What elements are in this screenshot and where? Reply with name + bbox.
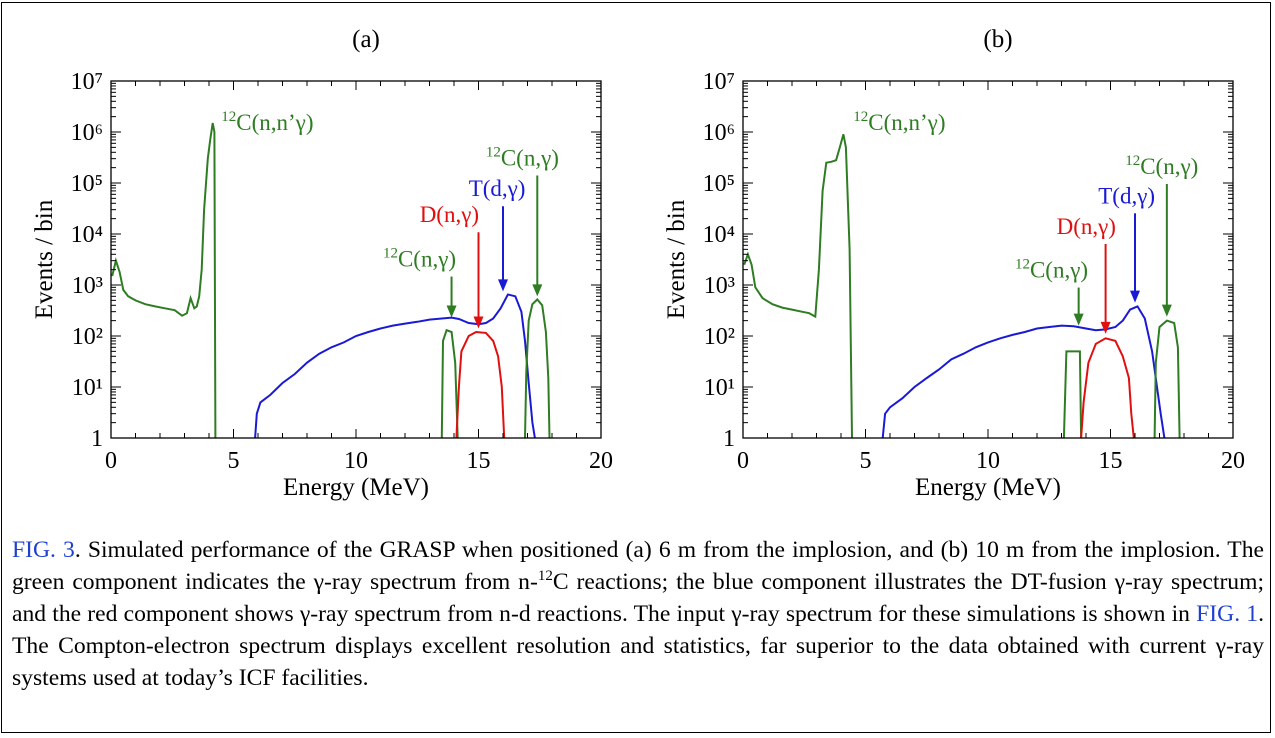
chart-a-y-tick-label: 10¹ — [72, 375, 103, 401]
chart-a-annotation-5-arrow-head — [532, 284, 543, 297]
figure-caption: FIG. 3. Simulated performance of the GRA… — [12, 534, 1264, 694]
chart-a-annotation-2: 12C(n,γ) — [383, 246, 456, 272]
chart-b-series-4-red — [1080, 337, 1135, 439]
chart-a-annotation-5: 12C(n,γ) — [486, 145, 559, 171]
chart-b-x-tick-label: 0 — [737, 448, 749, 474]
caption-text-2: C reactions; the blue component illustra… — [12, 569, 1265, 627]
chart-a-annotation-4-arrow-head — [498, 279, 508, 292]
chart-b-annotation-3-arrow-head — [1100, 321, 1111, 334]
chart-b-annotation-3: D(n,γ) — [1057, 214, 1116, 239]
chart-b-annotation-1-text: C(n,n’γ) — [868, 110, 945, 135]
chart-b-annotation-2-arrow-head — [1073, 313, 1084, 326]
chart-a-annotation-3: D(n,γ) — [420, 202, 479, 227]
chart-b-annotation-5: 12C(n,γ) — [1125, 153, 1198, 179]
chart-a-series-3-green — [440, 328, 459, 439]
chart-a-annotation-2-text: C(n,γ) — [398, 247, 456, 272]
chart-a-series-5-green — [524, 298, 551, 439]
chart-b-annotation-5-arrow-head — [1161, 304, 1172, 317]
chart-a-annotation-5-sup: 12 — [486, 145, 501, 161]
chart-a-x-tick-label: 0 — [105, 448, 117, 474]
chart-b-y-tick-label: 10⁵ — [703, 171, 735, 197]
chart-b-annotation-5-text: C(n,γ) — [1140, 154, 1198, 179]
chart-b-x-tick-label: 10 — [976, 448, 1000, 474]
chart-a-annotation-4: T(d,γ) — [469, 176, 526, 201]
chart-a-series-1-green — [111, 122, 217, 439]
chart-b-series-5-green — [1153, 319, 1181, 439]
chart-b-annotation-2: 12C(n,γ) — [1015, 257, 1088, 283]
chart-a-annotation-1: 12C(n,n’γ) — [221, 109, 313, 135]
chart-a-annotation-5-text: C(n,γ) — [501, 146, 559, 171]
chart-a-annotation-1-sup: 12 — [221, 109, 236, 125]
chart-b-annotation-2-sup: 12 — [1015, 257, 1030, 273]
chart-a-y-tick-label: 10⁴ — [71, 222, 103, 248]
chart-b-title: (b) — [983, 26, 1012, 53]
chart-a-y-tick-label: 10⁵ — [71, 171, 103, 197]
chart-b-y-tick-label: 10⁶ — [703, 120, 735, 146]
chart-a-annotation-2-arrow-head — [446, 305, 457, 318]
chart-a-y-tick-label: 10⁷ — [71, 69, 103, 95]
chart-a-y-tick-label: 1 — [91, 426, 103, 452]
chart-b-annotation-2-text: C(n,γ) — [1030, 258, 1088, 283]
chart-b-y-tick-label: 1 — [723, 426, 735, 452]
chart-b-y-axis-label: Events / bin — [663, 199, 690, 319]
chart-a: (a) 0 5 10 15 20 1 10¹ 10² 10³ 10⁴ 10⁵ 10⁶ 10⁷ Energy … — [31, 26, 613, 501]
chart-b: (b) 0 5 10 15 20 1 10¹ 10² 10³ 10⁴ 10⁵ 10⁶ 10⁷ Energy … — [663, 26, 1245, 501]
chart-a-x-axis-label: Energy (MeV) — [283, 474, 429, 501]
chart-b-annotation-4: T(d,γ) — [1098, 183, 1155, 208]
chart-a-y-tick-label: 10⁶ — [71, 120, 103, 146]
figure-1-link[interactable]: FIG. 1 — [1196, 601, 1259, 627]
chart-b-x-tick-label: 5 — [860, 448, 872, 474]
caption-text-1: . Simulated performance of the GRASP whe… — [12, 537, 1264, 595]
chart-a-y-axis-label: Events / bin — [31, 199, 58, 319]
chart-a-y-tick-label: 10² — [72, 324, 103, 350]
chart-a-x-tick-label: 15 — [467, 448, 491, 474]
caption-superscript: 12 — [537, 568, 553, 585]
figure-label[interactable]: FIG. 3 — [12, 537, 75, 563]
chart-a-x-tick-label: 20 — [589, 448, 613, 474]
chart-b-annotation-1: 12C(n,n’γ) — [853, 109, 945, 135]
chart-b-y-tick-label: 10² — [704, 324, 735, 350]
chart-a-x-tick-label: 10 — [344, 448, 368, 474]
chart-b-x-tick-label: 20 — [1221, 448, 1245, 474]
chart-a-title: (a) — [352, 26, 380, 53]
chart-b-annotation-4-arrow-head — [1130, 290, 1140, 303]
chart-a-plot-frame — [110, 80, 602, 439]
chart-b-x-tick-label: 15 — [1099, 448, 1123, 474]
chart-b-x-axis-label: Energy (MeV) — [915, 474, 1061, 501]
chart-a-annotation-1-text: C(n,n’γ) — [236, 110, 313, 135]
chart-a-annotation-3-arrow-head — [473, 316, 484, 329]
chart-b-annotation-5-sup: 12 — [1125, 153, 1140, 169]
chart-b-annotation-1-sup: 12 — [853, 109, 868, 125]
chart-b-y-tick-label: 10⁴ — [703, 222, 735, 248]
chart-b-y-tick-label: 10¹ — [704, 375, 735, 401]
chart-b-series-2-blue — [881, 305, 1166, 439]
chart-b-series-1-green — [743, 134, 853, 439]
chart-a-annotation-2-sup: 12 — [383, 246, 398, 262]
chart-a-series-2-blue — [254, 293, 536, 439]
chart-a-x-tick-label: 5 — [228, 448, 240, 474]
chart-a-y-tick-label: 10³ — [72, 273, 103, 299]
chart-b-series-3-green — [1062, 350, 1083, 439]
chart-a-series-4-red — [455, 330, 506, 439]
chart-b-y-tick-label: 10⁷ — [703, 69, 735, 95]
chart-b-y-tick-label: 10³ — [704, 273, 735, 299]
caption-text-3: . The Compton-electron spectrum displays… — [12, 601, 1264, 691]
chart-b-plot-frame — [742, 80, 1234, 439]
